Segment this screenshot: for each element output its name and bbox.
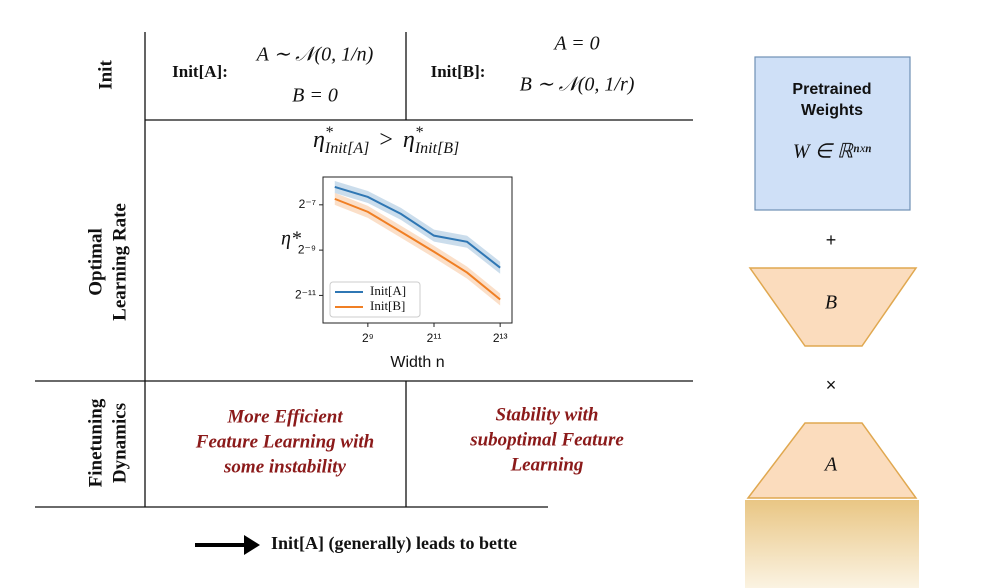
conclusion: Init[A] (generally) leads to bette [271, 533, 517, 554]
dynamics-text: Learning [510, 454, 584, 475]
eta: η [313, 127, 325, 153]
arrowhead [244, 535, 260, 555]
legend-label: Init[A] [370, 283, 406, 298]
box-title: Weights [801, 102, 863, 119]
lr-relation: η* Init[A] > η* Init[B] [313, 124, 459, 157]
row-header-group: Init [95, 60, 116, 90]
star: * [415, 124, 423, 141]
y-tick-label: 2⁻⁷ [299, 197, 316, 211]
star: * [325, 124, 333, 141]
init-formula: A ∼ 𝒩(0, 1/n) [255, 44, 374, 66]
row-header-group: Dynamics [109, 403, 130, 483]
row-header-group: Optimal [85, 228, 106, 296]
row-header-group: Finetuning [85, 398, 106, 487]
matrix-b-shape [748, 267, 918, 347]
subscript: Init[A] [324, 140, 369, 157]
row-header: Optimal [85, 228, 106, 296]
init-formula: A = 0 [552, 33, 599, 55]
blur-artifact [520, 525, 610, 565]
legend-label: Init[B] [370, 298, 405, 313]
operator: + [826, 230, 837, 250]
y-tick-label: 2⁻¹¹ [295, 288, 316, 302]
row-header-group: Learning Rate [109, 203, 130, 321]
confidence-band [334, 180, 501, 274]
series-line [334, 185, 501, 269]
legend-box [329, 281, 421, 318]
dynamics-text: Feature Learning with [195, 431, 374, 452]
dynamics-text: Stability with [496, 404, 599, 425]
x-axis-label: Width n [390, 354, 444, 371]
operator: × [826, 375, 837, 395]
init-formula: B ∼ 𝒩(0, 1/r) [520, 74, 635, 96]
row-header: Init [95, 60, 116, 90]
init-label: Init[A]: [172, 62, 228, 81]
row-header: Dynamics [109, 403, 130, 483]
x-tick-label: 2¹¹ [427, 331, 442, 345]
subscript: Init[B] [414, 140, 459, 157]
pretrained-box [754, 56, 911, 211]
matrix-label: B [825, 292, 837, 314]
weight-formula: W ∈ ℝⁿˣⁿ [793, 141, 872, 163]
eta: η [403, 127, 415, 153]
box-title: Pretrained [792, 81, 871, 98]
row-header: Learning Rate [109, 203, 130, 321]
series-line [334, 197, 501, 301]
content: Init Optimal Learning Rate Finetuning Dynami… [85, 33, 871, 555]
confidence-band [334, 192, 501, 306]
x-tick-label: 2¹³ [493, 331, 508, 345]
matrix-a-shape [746, 422, 918, 499]
dynamics-text: suboptimal Feature [469, 429, 624, 450]
x-tick-label: 2⁹ [362, 331, 374, 345]
dynamics-text: More Efficient [226, 406, 343, 427]
init-label: Init[B]: [431, 62, 486, 81]
y-tick-label: 2⁻⁹ [298, 242, 316, 256]
matrix-label: A [823, 454, 838, 476]
init-formula: B = 0 [292, 85, 338, 107]
y-axis-label: η* [281, 228, 301, 250]
dynamics-text: some instability [223, 456, 346, 477]
operator: > [379, 127, 393, 153]
row-header: Finetuning [85, 398, 106, 487]
blur-artifact [745, 500, 919, 588]
